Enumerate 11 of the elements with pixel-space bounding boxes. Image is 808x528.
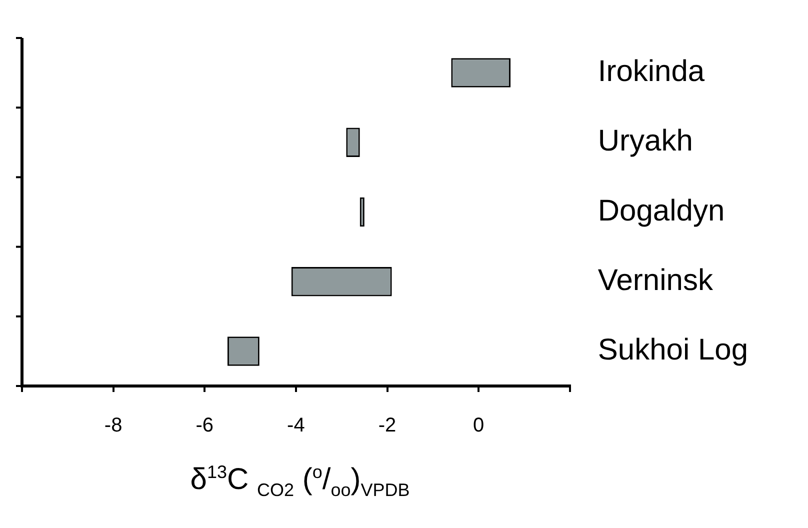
y-tick-label: Sukhoi Log: [598, 333, 748, 366]
x-tick-label: 0: [473, 414, 484, 437]
x-tick-label: -8: [104, 414, 122, 437]
x-tick-label: -6: [196, 414, 214, 437]
x-tick-label: -2: [378, 414, 396, 437]
y-tick-label: Irokinda: [598, 55, 705, 88]
y-tick-label: Verninsk: [598, 264, 714, 297]
x-tick-label: -4: [287, 414, 305, 437]
y-tick-label: Dogaldyn: [598, 194, 725, 228]
y-tick-label: Uryakh: [598, 124, 693, 158]
text: δ$^{13}$C $_{CO2}$ ($^{o}$/$_{oo}$)$_{VPDB}$: [190, 462, 410, 500]
